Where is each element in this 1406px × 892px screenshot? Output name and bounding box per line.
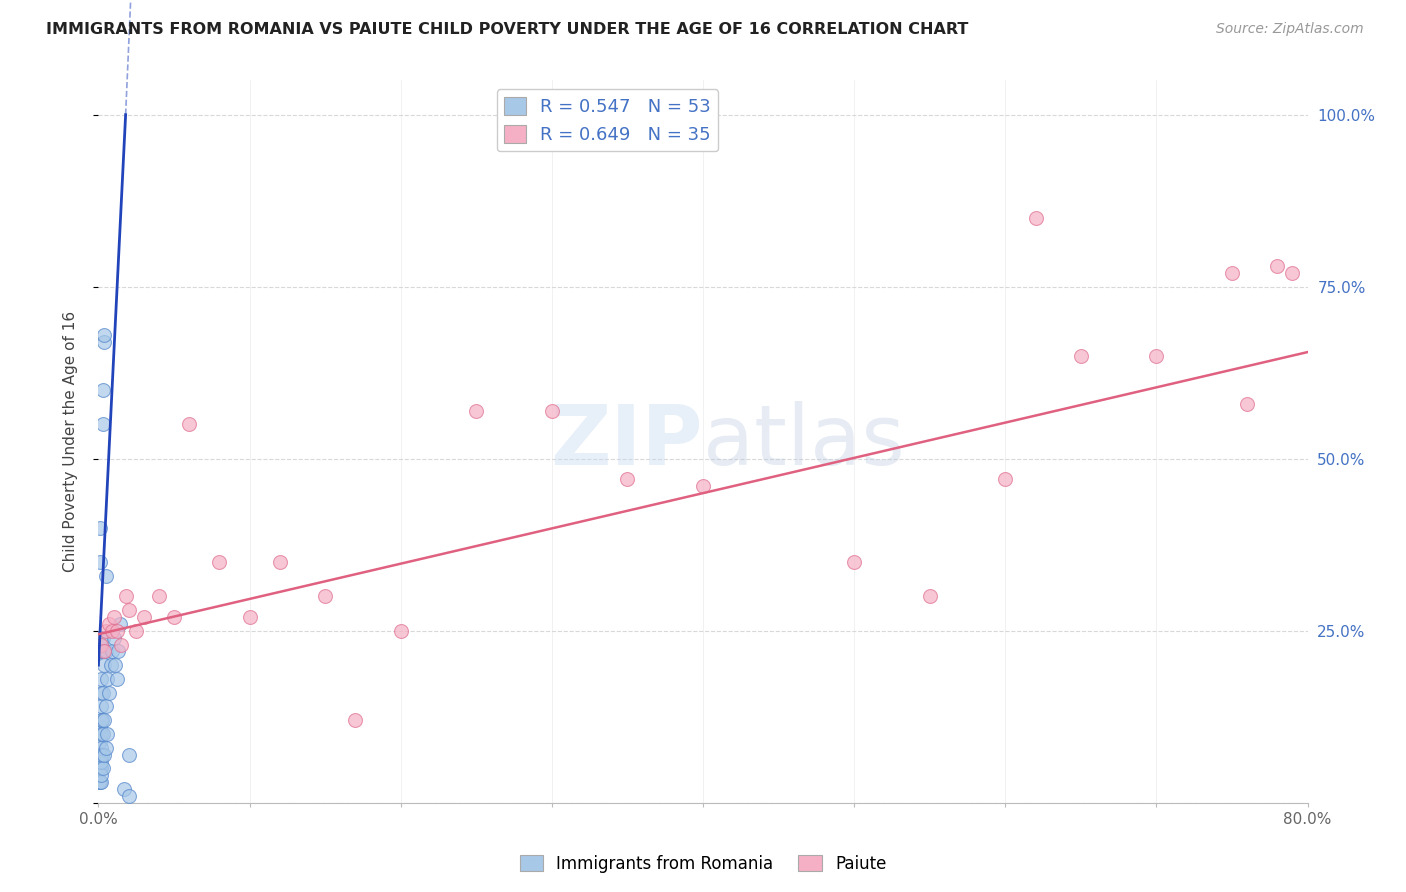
Point [118, 603, 141, 617]
Point [93, 644, 115, 658]
Point [107, 644, 129, 658]
Point [90, 740, 112, 755]
Point [98, 616, 121, 631]
Point [118, 789, 141, 803]
Point [93, 327, 115, 342]
Point [125, 624, 148, 638]
Point [89, 747, 111, 762]
Y-axis label: Child Poverty Under the Age of 16: Child Poverty Under the Age of 16 [63, 311, 77, 572]
Point [94, 644, 117, 658]
Point [994, 472, 1017, 486]
Point [114, 590, 136, 604]
Point [1220, 266, 1243, 280]
Point [104, 658, 127, 673]
Point [90, 761, 112, 775]
Point [90, 631, 112, 645]
Point [93, 334, 115, 349]
Point [1267, 259, 1289, 273]
Point [91, 644, 114, 658]
Point [1024, 211, 1046, 225]
Point [91, 713, 114, 727]
Point [148, 590, 170, 604]
Point [101, 644, 124, 658]
Point [90, 775, 112, 789]
Point [101, 624, 124, 638]
Point [98, 686, 121, 700]
Point [344, 713, 367, 727]
Point [112, 782, 135, 797]
Text: Source: ZipAtlas.com: Source: ZipAtlas.com [1216, 22, 1364, 37]
Point [89, 761, 111, 775]
Point [91, 747, 114, 762]
Point [89, 775, 111, 789]
Point [110, 638, 132, 652]
Point [96, 727, 118, 741]
Point [89, 520, 111, 534]
Point [91, 631, 114, 645]
Point [90, 713, 112, 727]
Point [91, 686, 114, 700]
Point [105, 624, 128, 638]
Point [918, 590, 941, 604]
Point [269, 555, 291, 569]
Text: IMMIGRANTS FROM ROMANIA VS PAIUTE CHILD POVERTY UNDER THE AGE OF 16 CORRELATION : IMMIGRANTS FROM ROMANIA VS PAIUTE CHILD … [46, 22, 969, 37]
Point [89, 775, 111, 789]
Point [93, 713, 115, 727]
Point [1070, 349, 1092, 363]
Point [1236, 397, 1258, 411]
Point [108, 616, 131, 631]
Point [91, 383, 114, 397]
Point [132, 610, 155, 624]
Point [93, 658, 115, 673]
Legend: Immigrants from Romania, Paiute: Immigrants from Romania, Paiute [513, 848, 893, 880]
Point [90, 727, 112, 741]
Point [389, 624, 412, 638]
Point [103, 631, 125, 645]
Point [90, 638, 112, 652]
Point [239, 610, 262, 624]
Point [1144, 349, 1167, 363]
Point [89, 720, 111, 734]
Point [90, 699, 112, 714]
Point [540, 403, 562, 417]
Legend: R = 0.547   N = 53, R = 0.649   N = 35: R = 0.547 N = 53, R = 0.649 N = 35 [496, 89, 718, 152]
Point [89, 555, 111, 569]
Point [103, 610, 125, 624]
Point [89, 734, 111, 748]
Point [89, 761, 111, 775]
Point [692, 479, 714, 493]
Point [1281, 266, 1303, 280]
Point [93, 747, 115, 762]
Point [90, 755, 112, 769]
Point [94, 624, 117, 638]
Point [91, 727, 114, 741]
Point [163, 610, 186, 624]
Point [100, 658, 122, 673]
Point [208, 555, 231, 569]
Text: atlas: atlas [703, 401, 904, 482]
Point [90, 672, 112, 686]
Point [94, 740, 117, 755]
Point [91, 761, 114, 775]
Text: ZIP: ZIP [551, 401, 703, 482]
Point [94, 699, 117, 714]
Point [96, 672, 118, 686]
Point [118, 747, 141, 762]
Point [89, 747, 111, 762]
Point [465, 403, 488, 417]
Point [314, 590, 336, 604]
Point [90, 768, 112, 782]
Point [616, 472, 638, 486]
Point [844, 555, 866, 569]
Point [105, 672, 128, 686]
Point [94, 568, 117, 582]
Point [91, 417, 114, 432]
Point [179, 417, 201, 432]
Point [90, 644, 112, 658]
Point [90, 686, 112, 700]
